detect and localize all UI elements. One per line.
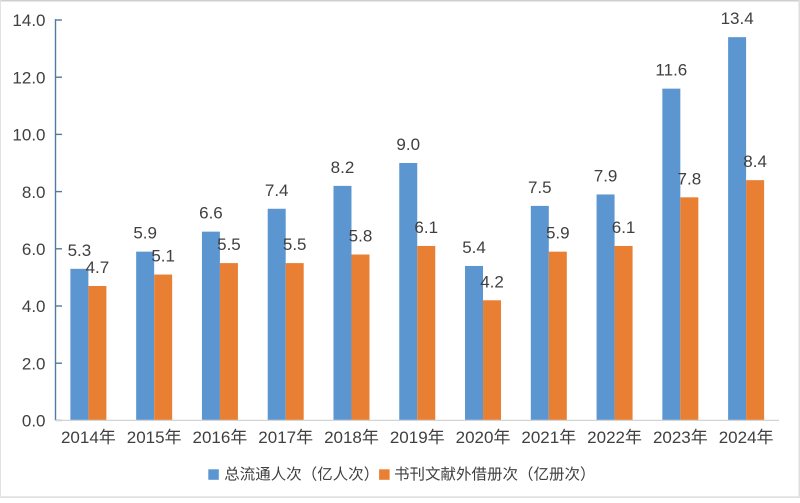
svg-text:5.9: 5.9 bbox=[546, 224, 570, 243]
svg-text:5.1: 5.1 bbox=[151, 247, 175, 266]
svg-text:2021: 2021 bbox=[521, 428, 559, 447]
svg-text:2018: 2018 bbox=[324, 428, 362, 447]
svg-text:5.9: 5.9 bbox=[133, 224, 157, 243]
svg-text:8.2: 8.2 bbox=[331, 158, 355, 177]
svg-text:6.6: 6.6 bbox=[199, 204, 223, 223]
svg-text:2014: 2014 bbox=[61, 428, 99, 447]
svg-text:2017: 2017 bbox=[258, 428, 296, 447]
svg-text:6.1: 6.1 bbox=[612, 218, 636, 237]
svg-text:11.6: 11.6 bbox=[655, 61, 687, 80]
svg-text:7.5: 7.5 bbox=[528, 178, 552, 197]
svg-text:2024: 2024 bbox=[719, 428, 757, 447]
svg-text:14.0: 14.0 bbox=[12, 11, 45, 30]
svg-text:10.0: 10.0 bbox=[12, 126, 45, 145]
svg-text:6.1: 6.1 bbox=[414, 218, 438, 237]
svg-text:5.4: 5.4 bbox=[462, 238, 486, 257]
svg-text:2016: 2016 bbox=[193, 428, 231, 447]
svg-text:7.8: 7.8 bbox=[678, 169, 702, 188]
svg-text:4.2: 4.2 bbox=[480, 272, 504, 291]
svg-text:2019: 2019 bbox=[390, 428, 428, 447]
svg-text:5.5: 5.5 bbox=[217, 235, 241, 254]
svg-text:12.0: 12.0 bbox=[12, 68, 45, 87]
svg-text:7.9: 7.9 bbox=[594, 166, 618, 185]
svg-text:8.0: 8.0 bbox=[22, 183, 46, 202]
svg-text:7.4: 7.4 bbox=[265, 181, 289, 200]
svg-text:8.4: 8.4 bbox=[743, 152, 767, 171]
svg-text:2.0: 2.0 bbox=[22, 354, 46, 373]
svg-text:4.0: 4.0 bbox=[22, 297, 46, 316]
svg-text:2023: 2023 bbox=[653, 428, 691, 447]
svg-text:5.5: 5.5 bbox=[283, 235, 307, 254]
svg-text:0.0: 0.0 bbox=[22, 412, 46, 431]
svg-text:2015: 2015 bbox=[127, 428, 165, 447]
svg-text:5.8: 5.8 bbox=[349, 227, 373, 246]
svg-text:9.0: 9.0 bbox=[396, 135, 420, 154]
svg-text:2022: 2022 bbox=[587, 428, 625, 447]
svg-text:5.3: 5.3 bbox=[68, 241, 92, 260]
svg-text:13.4: 13.4 bbox=[721, 9, 754, 28]
svg-text:6.0: 6.0 bbox=[22, 240, 46, 259]
svg-text:4.7: 4.7 bbox=[86, 258, 110, 277]
svg-text:2020: 2020 bbox=[456, 428, 494, 447]
